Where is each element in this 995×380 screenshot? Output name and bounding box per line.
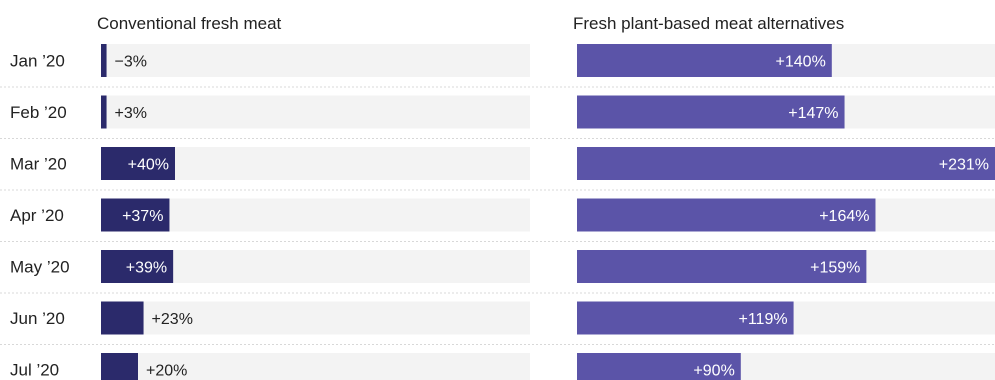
panel-title-conventional-meat: Conventional fresh meat	[97, 14, 282, 33]
bar-track	[101, 95, 530, 129]
bar-track	[101, 353, 530, 380]
panel-title-plant-based: Fresh plant-based meat alternatives	[573, 14, 845, 33]
row-label: Mar ’20	[10, 155, 67, 174]
data-label: +140%	[776, 54, 826, 71]
data-label: +39%	[126, 260, 167, 277]
data-label: +159%	[810, 260, 860, 277]
bar	[577, 147, 995, 180]
bar	[101, 95, 107, 129]
bar	[577, 301, 794, 335]
bar-track	[101, 198, 530, 232]
row-label: Feb ’20	[10, 103, 67, 122]
bar-track	[101, 44, 530, 77]
bar-track	[101, 301, 530, 335]
bar	[101, 147, 175, 180]
row-label: Jun ’20	[10, 309, 65, 328]
bar	[101, 301, 144, 335]
bar	[577, 353, 741, 380]
data-label: +20%	[146, 363, 187, 380]
data-label: −3%	[115, 54, 147, 71]
data-label: +147%	[788, 105, 838, 122]
data-label: +23%	[152, 311, 193, 328]
bar	[577, 198, 876, 232]
bar	[577, 250, 867, 283]
row-label: Jul ’20	[10, 361, 59, 380]
bar	[101, 44, 107, 77]
row-label: Apr ’20	[10, 206, 64, 225]
data-label: +3%	[115, 105, 147, 122]
data-label: +231%	[939, 157, 989, 174]
bar	[577, 44, 832, 77]
row-label: Jan ’20	[10, 52, 65, 71]
data-label: +164%	[819, 208, 869, 225]
data-label: +37%	[122, 208, 163, 225]
bar	[101, 353, 138, 380]
row-label: May ’20	[10, 258, 70, 277]
data-label: +40%	[128, 157, 169, 174]
bar	[101, 250, 174, 283]
data-label: +90%	[693, 363, 734, 380]
bar	[101, 198, 170, 232]
data-label: +119%	[739, 311, 788, 328]
bar	[577, 95, 845, 129]
